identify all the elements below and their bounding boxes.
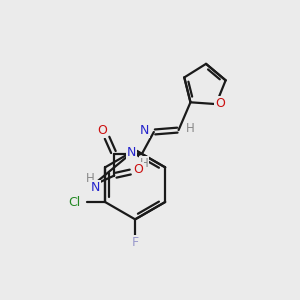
- Text: H: H: [140, 157, 148, 170]
- Text: H: H: [86, 172, 95, 185]
- Text: F: F: [132, 236, 139, 249]
- Text: O: O: [98, 124, 107, 136]
- Text: N: N: [127, 146, 136, 159]
- Text: Cl: Cl: [68, 196, 80, 208]
- Text: O: O: [133, 163, 143, 176]
- Text: O: O: [215, 97, 225, 110]
- Text: N: N: [91, 181, 100, 194]
- Text: N: N: [140, 124, 149, 136]
- Text: H: H: [186, 122, 195, 135]
